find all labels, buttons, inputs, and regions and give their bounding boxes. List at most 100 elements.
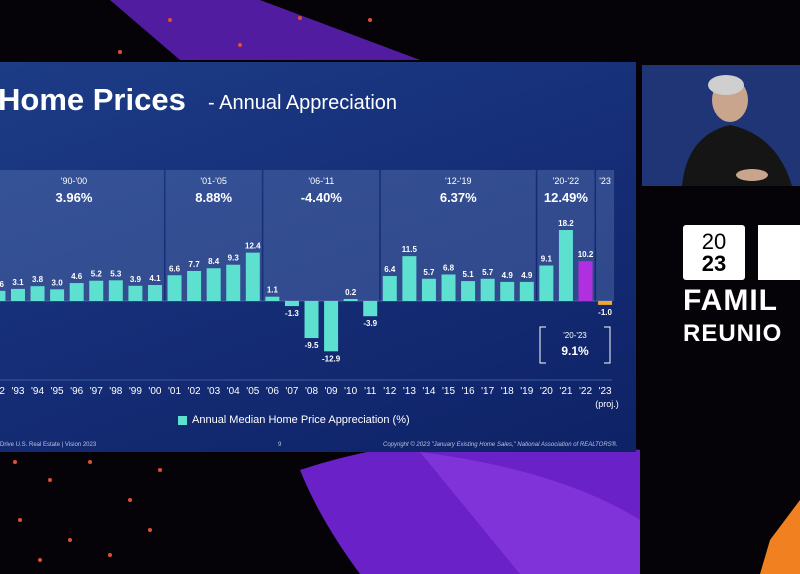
bar <box>382 276 397 301</box>
bar <box>147 285 162 301</box>
annotation-value: 9.1% <box>561 344 589 358</box>
period-label: '01-'05 <box>200 176 226 186</box>
slide-subtitle: - Annual Appreciation <box>208 92 398 114</box>
bar <box>324 301 339 352</box>
x-tick-label: '15 <box>442 386 455 397</box>
bar <box>10 288 25 301</box>
bar <box>187 270 202 301</box>
data-label: -9.5 <box>305 341 319 350</box>
x-tick-label: '10 <box>344 386 357 397</box>
bar <box>50 289 65 301</box>
presentation-slide: Home Prices - Annual Appreciation '90-'0… <box>0 62 636 452</box>
bar <box>265 296 280 301</box>
x-tick-label: '96 <box>70 386 83 397</box>
x-tick-label: '12 <box>383 386 396 397</box>
logo-year-top: 20 <box>701 229 727 254</box>
annotation-bracket <box>539 326 611 364</box>
data-label: 0.2 <box>345 288 357 297</box>
chart-legend: Annual Median Home Price Appreciation (%… <box>178 414 410 427</box>
period-box <box>263 170 380 301</box>
legend-swatch <box>178 416 187 425</box>
data-label: 5.3 <box>110 269 122 278</box>
x-tick-label: '05 <box>246 386 259 397</box>
data-label: 2.6 <box>0 280 5 289</box>
x-tick-label: '98 <box>109 386 122 397</box>
legend-label: Annual Median Home Price Appreciation (%… <box>192 414 410 426</box>
period-label: '12-'19 <box>445 176 471 186</box>
bar <box>519 281 534 301</box>
projection-note: (proj.) <box>595 399 619 409</box>
bar <box>206 268 221 301</box>
data-label: 4.6 <box>71 272 83 281</box>
x-tick-label: '07 <box>285 386 298 397</box>
bar <box>558 230 573 301</box>
data-label: 5.7 <box>423 268 435 277</box>
speaker-silhouette <box>682 75 792 186</box>
data-label: -1.3 <box>285 309 299 318</box>
data-label: 10.2 <box>578 250 594 259</box>
bar <box>402 256 417 301</box>
data-label: 3.9 <box>130 275 142 284</box>
data-label: 5.7 <box>482 268 494 277</box>
bar <box>108 280 123 301</box>
x-tick-label: '94 <box>31 386 44 397</box>
x-tick-label: '21 <box>559 386 572 397</box>
annotation-label: '20-'23 <box>563 331 587 340</box>
bar <box>304 301 319 339</box>
bar <box>441 274 456 301</box>
x-tick-label: '06 <box>266 386 279 397</box>
bar <box>578 261 593 301</box>
data-label: 5.1 <box>463 270 475 279</box>
x-tick-label: '09 <box>325 386 338 397</box>
x-tick-label: '08 <box>305 386 318 397</box>
x-tick-label: '01 <box>168 386 181 397</box>
bar <box>89 280 104 301</box>
x-tick-label: '11 <box>364 386 377 397</box>
copyright: Copyright © 2023 "January Existing Home … <box>383 442 618 448</box>
period-label: '20-'22 <box>553 176 579 186</box>
data-label: 8.4 <box>208 257 220 266</box>
bar <box>363 301 378 317</box>
bar <box>30 286 45 301</box>
x-tick-label: '14 <box>422 386 435 397</box>
x-tick-label: '23 <box>599 386 612 397</box>
x-tick-label: '93 <box>11 386 24 397</box>
bar <box>480 278 495 301</box>
x-tick-label: '02 <box>188 386 201 397</box>
x-tick-label: '00 <box>148 386 161 397</box>
bar <box>539 265 554 301</box>
data-label: 4.9 <box>521 271 533 280</box>
x-tick-label: '16 <box>462 386 475 397</box>
logo-year-bottom: 23 <box>701 251 727 276</box>
x-tick-label: '22 <box>579 386 592 397</box>
x-tick-label: '95 <box>51 386 64 397</box>
data-label: 3.8 <box>32 275 44 284</box>
data-label: 4.9 <box>502 271 514 280</box>
data-label: 9.1 <box>541 255 553 264</box>
data-label: 6.4 <box>384 265 396 274</box>
data-label: 1.1 <box>267 286 279 295</box>
data-label: 6.6 <box>169 264 181 273</box>
data-label: 3.0 <box>52 278 64 287</box>
bar <box>598 301 613 305</box>
x-tick-label: '92 <box>0 386 5 397</box>
bar <box>226 264 241 301</box>
bar-chart: '90-'00 3.96% '01-'05 8.88% '06-'11 -4.40% '12… <box>0 170 619 409</box>
bar <box>0 290 6 301</box>
x-tick-label: '99 <box>129 386 142 397</box>
period-box <box>596 170 615 301</box>
bar <box>500 281 515 301</box>
data-label: -3.9 <box>363 319 377 328</box>
period-average: 3.96% <box>56 190 93 205</box>
x-tick-label: '18 <box>501 386 514 397</box>
bar <box>343 299 358 301</box>
data-label: 5.2 <box>91 270 103 279</box>
data-label: -12.9 <box>322 354 341 363</box>
period-box <box>0 170 164 301</box>
x-tick-label: '17 <box>481 386 494 397</box>
logo-line2: REUNIO <box>683 320 783 347</box>
data-label: 9.3 <box>228 254 240 263</box>
data-label: 12.4 <box>245 242 261 251</box>
data-label: 4.1 <box>149 274 161 283</box>
